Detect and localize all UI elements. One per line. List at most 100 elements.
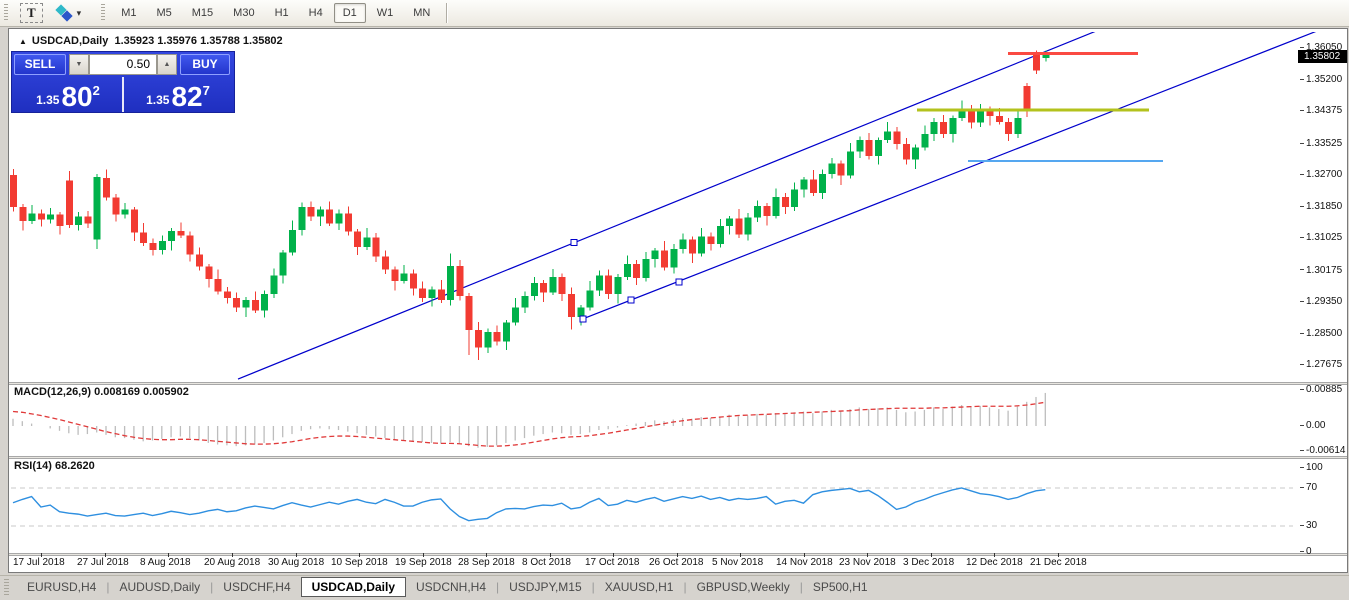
candle[interactable] — [447, 253, 455, 306]
candle[interactable] — [688, 236, 696, 264]
tab-usdchf-h4[interactable]: USDCHF,H4 — [223, 579, 291, 594]
candle[interactable] — [484, 328, 492, 353]
candle[interactable] — [856, 136, 864, 159]
candle[interactable] — [819, 169, 827, 199]
candle[interactable] — [781, 193, 789, 214]
timeframe-m5[interactable]: M5 — [156, 7, 172, 19]
candle[interactable] — [949, 115, 957, 143]
candle[interactable] — [158, 235, 166, 255]
candle[interactable] — [326, 201, 334, 227]
candle[interactable] — [298, 202, 306, 236]
tabbar-grip[interactable] — [4, 578, 9, 595]
candle[interactable] — [921, 125, 929, 151]
candle[interactable] — [130, 207, 138, 241]
channel-anchor-handle[interactable] — [579, 315, 587, 323]
lot-decrease-button[interactable]: ▼ — [69, 54, 89, 75]
candle[interactable] — [382, 250, 389, 275]
candle[interactable] — [540, 279, 548, 302]
candle[interactable] — [75, 212, 83, 231]
pane-separator-rsi[interactable] — [9, 456, 1347, 459]
bid-price-display[interactable]: 1.35 80 2 — [14, 77, 124, 112]
ask-price-display[interactable]: 1.35 82 7 — [124, 77, 232, 112]
channel-anchor-handle[interactable] — [627, 296, 635, 304]
chevron-down-icon[interactable]: ▾ — [76, 7, 82, 18]
candle[interactable] — [884, 121, 892, 144]
candle[interactable] — [140, 223, 148, 247]
tab-sp500-h1[interactable]: SP500,H1 — [812, 579, 868, 594]
candle[interactable] — [1023, 83, 1031, 117]
candle[interactable] — [196, 247, 203, 271]
candle[interactable] — [1014, 111, 1022, 138]
objects-tool-button[interactable]: ▾ — [55, 4, 82, 22]
candle[interactable] — [372, 232, 380, 263]
candle[interactable] — [363, 227, 371, 250]
timeframe-m15[interactable]: M15 — [191, 7, 214, 19]
candle[interactable] — [65, 171, 73, 228]
candle[interactable] — [149, 238, 157, 256]
tab-usdcad-daily[interactable]: USDCAD,Daily — [300, 576, 406, 597]
candle[interactable] — [261, 290, 269, 318]
candle[interactable] — [726, 215, 734, 235]
candle[interactable] — [270, 268, 278, 299]
candle[interactable] — [475, 321, 482, 360]
candle[interactable] — [121, 202, 129, 219]
candle[interactable] — [316, 206, 324, 227]
main-price-pane[interactable] — [10, 29, 1321, 380]
candle[interactable] — [493, 325, 501, 346]
lot-increase-button[interactable]: ▲ — [157, 54, 177, 75]
buy-button[interactable]: BUY — [180, 54, 230, 75]
timeframe-h4[interactable]: H4 — [308, 7, 323, 19]
candle[interactable] — [549, 268, 557, 295]
candle[interactable] — [465, 293, 473, 355]
tab-xauusd-h1[interactable]: XAUUSD,H1 — [604, 579, 674, 594]
candle[interactable] — [428, 286, 436, 307]
candle[interactable] — [242, 296, 250, 317]
timeframe-w1[interactable]: W1 — [376, 7, 394, 19]
candle[interactable] — [828, 157, 836, 179]
candle[interactable] — [800, 176, 808, 198]
candle[interactable] — [837, 160, 845, 186]
candle[interactable] — [289, 220, 296, 256]
candle[interactable] — [28, 205, 36, 224]
candle[interactable] — [930, 118, 938, 141]
timeframe-m30[interactable]: M30 — [233, 7, 255, 19]
toolbar-grip[interactable] — [4, 4, 8, 22]
candle[interactable] — [56, 212, 64, 235]
channel-upper-trendline[interactable] — [237, 29, 1101, 380]
candle[interactable] — [37, 209, 45, 227]
candle[interactable] — [614, 274, 622, 304]
candle[interactable] — [707, 232, 715, 251]
tab-audusd-daily[interactable]: AUDUSD,Daily — [119, 579, 201, 594]
candle[interactable] — [521, 291, 529, 314]
candle[interactable] — [354, 229, 362, 256]
candle[interactable] — [893, 126, 901, 150]
candle[interactable] — [912, 144, 920, 170]
rsi-pane[interactable] — [11, 487, 1293, 527]
timeframe-h1[interactable]: H1 — [274, 7, 289, 19]
candle[interactable] — [568, 287, 575, 330]
lot-size-input[interactable]: 0.50 — [89, 54, 157, 75]
channel-anchor-handle[interactable] — [675, 278, 683, 286]
candle[interactable] — [605, 269, 613, 299]
candle[interactable] — [586, 280, 594, 311]
sell-button[interactable]: SELL — [14, 54, 66, 75]
candle[interactable] — [251, 291, 259, 314]
candle[interactable] — [791, 182, 799, 211]
tab-usdjpy-m15[interactable]: USDJPY,M15 — [509, 579, 582, 594]
pane-separator-macd[interactable] — [9, 382, 1347, 385]
candle[interactable] — [47, 207, 55, 224]
candle[interactable] — [103, 169, 110, 201]
candle[interactable] — [623, 255, 631, 280]
candle[interactable] — [902, 138, 910, 165]
chart-canvas[interactable] — [9, 29, 1347, 572]
candle[interactable] — [763, 202, 771, 226]
timeframe-mn[interactable]: MN — [413, 7, 431, 19]
candle[interactable] — [307, 201, 315, 222]
candle[interactable] — [419, 281, 427, 302]
candle[interactable] — [642, 252, 650, 282]
candle[interactable] — [10, 169, 17, 212]
candle[interactable] — [1005, 118, 1013, 141]
candle[interactable] — [93, 173, 101, 249]
candle[interactable] — [744, 212, 752, 241]
tab-usdcnh-h4[interactable]: USDCNH,H4 — [416, 579, 487, 594]
